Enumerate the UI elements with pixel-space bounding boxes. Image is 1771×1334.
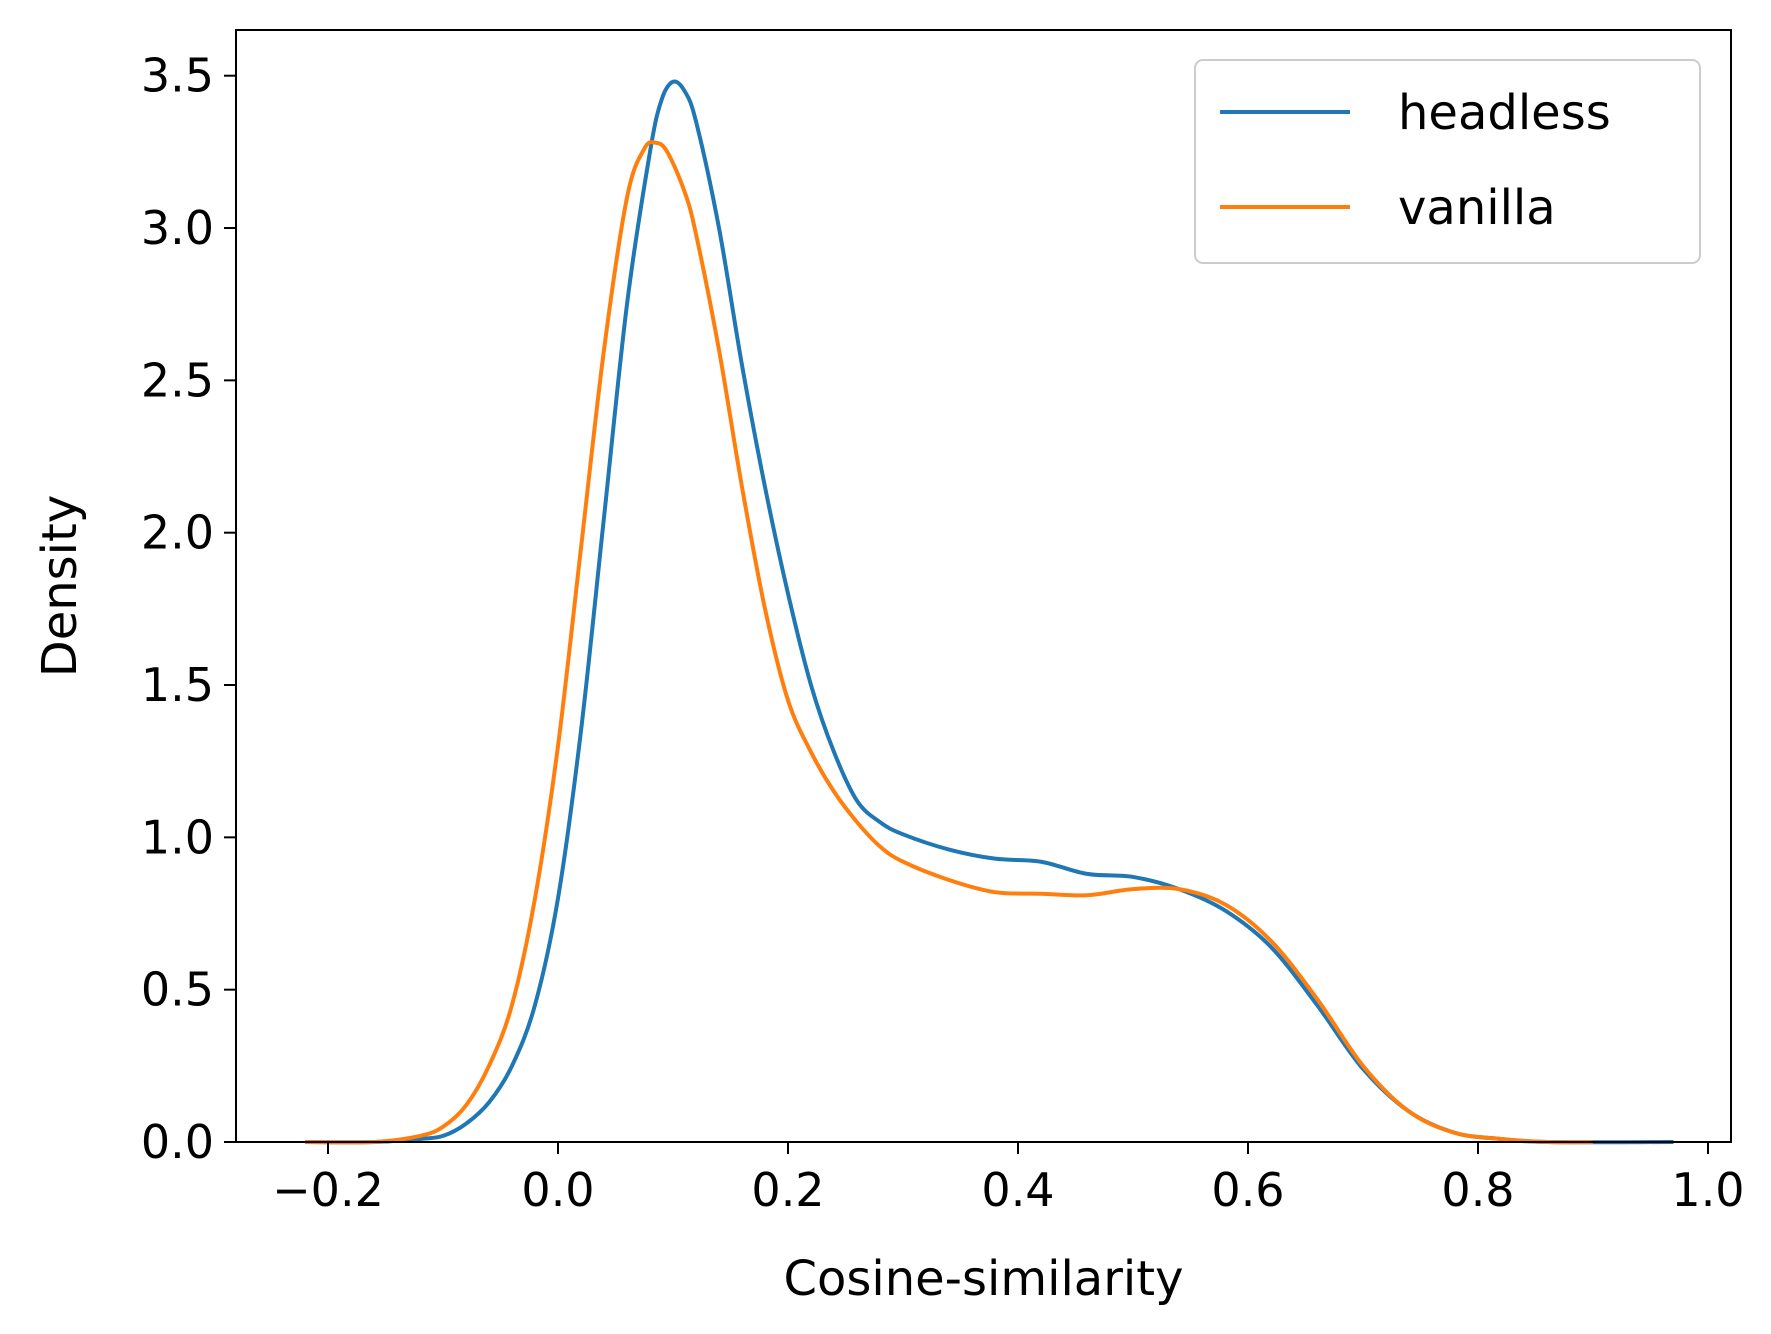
legend-label-headless: headless <box>1398 85 1611 141</box>
x-axis-label: Cosine-similarity <box>784 1251 1184 1307</box>
x-tick-label: 1.0 <box>1671 1163 1744 1217</box>
series-layer <box>304 79 1674 1145</box>
x-tick-label: −0.2 <box>272 1163 384 1217</box>
x-tick-label: 0.0 <box>521 1163 594 1217</box>
y-tick-label: 0.0 <box>141 1115 214 1169</box>
x-axis: −0.2 0.0 0.2 0.4 0.6 0.8 1.0 <box>272 1142 1745 1217</box>
series-line-vanilla <box>304 140 1594 1145</box>
legend-label-vanilla: vanilla <box>1398 180 1556 236</box>
x-tick-label: 0.8 <box>1441 1163 1514 1217</box>
legend: headless vanilla <box>1194 59 1701 264</box>
x-tick-label: 0.4 <box>981 1163 1054 1217</box>
y-tick-label: 0.5 <box>141 963 214 1017</box>
y-tick-label: 3.5 <box>141 49 214 103</box>
x-tick-label: 0.2 <box>751 1163 824 1217</box>
series-line-headless <box>304 79 1674 1145</box>
y-axis: 0.0 0.5 1.0 1.5 2.0 2.5 3.0 3.5 <box>141 49 236 1169</box>
y-axis-label: Density <box>32 495 88 677</box>
plot-frame <box>235 29 1732 1143</box>
x-tick-label: 0.6 <box>1211 1163 1284 1217</box>
y-tick-label: 1.5 <box>141 658 214 712</box>
y-tick-label: 2.0 <box>141 506 214 560</box>
y-tick-label: 1.0 <box>141 810 214 864</box>
y-tick-label: 3.0 <box>141 201 214 255</box>
y-tick-label: 2.5 <box>141 353 214 407</box>
